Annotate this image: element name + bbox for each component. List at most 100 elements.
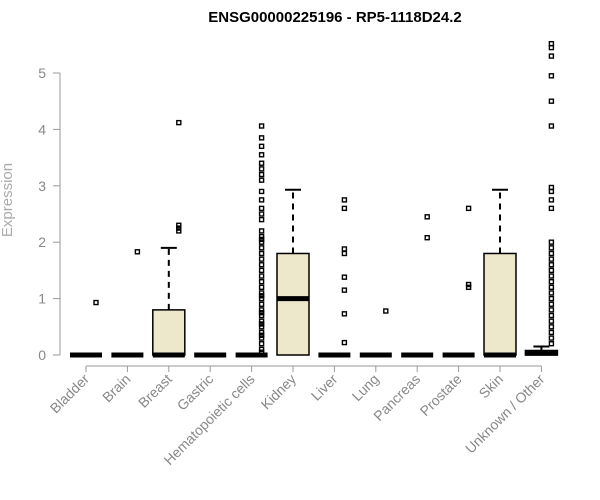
outlier-point (258, 273, 265, 279)
outlier-point (548, 262, 555, 268)
outlier-point (548, 250, 555, 257)
outlier-point (548, 267, 555, 274)
box-9 (442, 205, 475, 358)
outlier-point (258, 166, 265, 172)
outlier-point (548, 98, 555, 104)
box-2 (152, 119, 186, 358)
box-4 (235, 123, 268, 358)
outlier-point (548, 184, 555, 191)
outlier-point (548, 205, 555, 212)
outlier-point (258, 135, 265, 141)
y-tick-label: 5 (38, 65, 46, 81)
y-axis: 0 1 2 3 4 5 (38, 65, 61, 363)
outlier-point (258, 341, 265, 347)
outlier-point (258, 321, 265, 327)
outlier-point (341, 197, 348, 203)
outlier-point (424, 234, 430, 241)
outlier-point (258, 228, 265, 234)
outlier-point (548, 284, 555, 291)
outlier-point (258, 239, 265, 245)
outlier-point (465, 284, 472, 291)
outlier-point (548, 73, 555, 79)
outlier-point (548, 123, 555, 129)
box-11 (524, 40, 559, 356)
outlier-point (258, 332, 265, 338)
outlier-point (548, 278, 555, 285)
y-tick-label: 3 (38, 178, 46, 194)
outlier-point (258, 293, 265, 299)
chart-title: ENSG00000225196 - RP5-1118D24.2 (208, 9, 462, 26)
box-10 (483, 188, 517, 358)
y-tick-label: 2 (38, 234, 46, 250)
outlier-point (341, 311, 348, 317)
box-group (70, 40, 559, 358)
outlier-point (341, 250, 348, 257)
outlier-point (341, 205, 348, 212)
box-6 (318, 197, 351, 358)
x-tick-label: Skin (476, 371, 507, 402)
outlier-point (258, 278, 265, 285)
x-tick-label: Unknown / Other (462, 371, 548, 457)
outlier-point (548, 312, 555, 319)
x-tick-label: Breast (135, 371, 175, 411)
outlier-point (258, 152, 265, 158)
outlier-point (548, 290, 555, 296)
x-tick-label: Bladder (47, 371, 93, 417)
outlier-point (258, 177, 265, 183)
outlier-point (93, 299, 99, 306)
outlier-point (258, 349, 265, 355)
outlier-point (258, 307, 265, 313)
x-tick-label: Brain (99, 371, 133, 405)
box-body (152, 309, 186, 356)
box-body (483, 252, 517, 356)
outlier-point (548, 245, 555, 251)
outlier-point (548, 341, 555, 347)
y-tick-label: 4 (38, 121, 46, 137)
outlier-point (258, 346, 265, 353)
outlier-point (548, 307, 555, 313)
outlier-point (258, 262, 265, 268)
outlier-point (258, 143, 265, 150)
outlier-point (258, 245, 265, 251)
x-tick-label: Prostate (417, 371, 465, 419)
x-tick-label: Kidney (258, 371, 300, 413)
outlier-point (258, 310, 265, 316)
outlier-point (548, 239, 555, 245)
outlier-point (258, 123, 265, 129)
box-body (276, 252, 310, 356)
outlier-point (258, 301, 265, 307)
outlier-point (258, 211, 265, 217)
outlier-point (176, 228, 182, 234)
outlier-point (424, 214, 430, 220)
outlier-point (258, 160, 265, 166)
outlier-point (258, 216, 265, 223)
outlier-point (465, 281, 472, 288)
outlier-point (258, 267, 265, 274)
y-tick-label: 0 (38, 347, 46, 363)
outlier-point (258, 197, 265, 203)
outlier-point (548, 324, 555, 330)
outlier-point (548, 273, 555, 279)
x-tick-label: Liver (308, 371, 341, 404)
outlier-point (258, 171, 265, 178)
outlier-point (258, 318, 265, 324)
outlier-point (258, 284, 265, 291)
outlier-point (548, 318, 555, 324)
outlier-point (548, 256, 555, 262)
outlier-point (258, 312, 265, 319)
outlier-point (134, 249, 141, 255)
y-axis-label: Expression (0, 163, 16, 237)
outlier-point (258, 233, 265, 240)
box-0 (70, 299, 102, 358)
outlier-point (341, 246, 348, 252)
outlier-point (383, 308, 389, 314)
outlier-point (258, 236, 265, 243)
outlier-point (258, 290, 265, 296)
y-tick-label: 1 (38, 291, 46, 307)
outlier-point (258, 256, 265, 262)
outlier-point (341, 287, 348, 293)
outlier-point (176, 119, 182, 126)
outlier-point (548, 295, 555, 302)
